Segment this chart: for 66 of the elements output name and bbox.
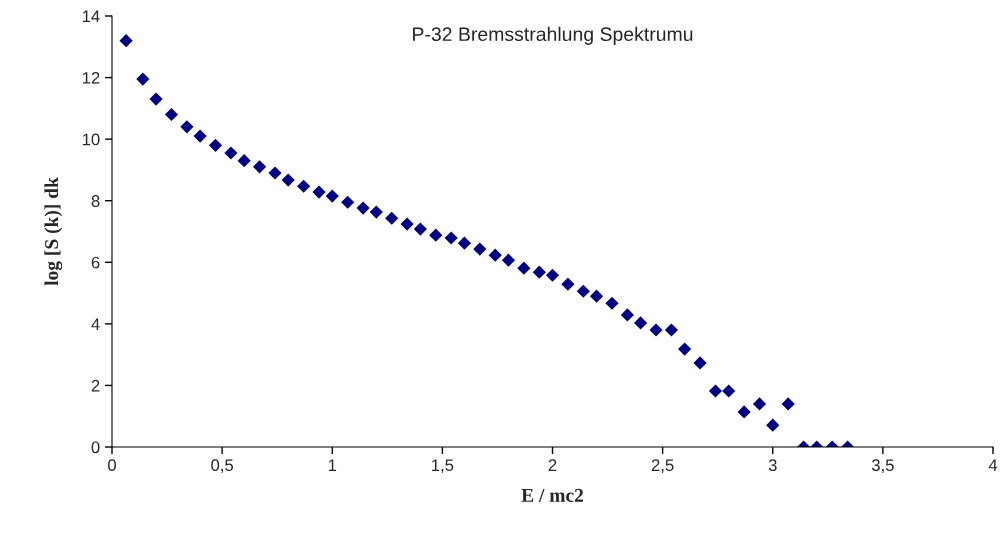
point: [252, 160, 267, 174]
point: [325, 189, 339, 203]
point: [693, 356, 707, 370]
point: [649, 323, 663, 337]
y-tick-label: 12: [82, 71, 100, 84]
point: [766, 418, 780, 432]
x-tick-label: 2,5: [651, 459, 674, 474]
point: [193, 129, 207, 143]
point: [634, 316, 648, 330]
x-tick-label: 1,5: [432, 459, 454, 474]
y-tick-label: 6: [91, 256, 100, 269]
point: [369, 205, 383, 219]
point: [237, 154, 251, 168]
y-tick-label: 10: [82, 133, 100, 146]
point: [180, 120, 194, 134]
y-tick-label: 8: [91, 195, 100, 207]
point: [119, 34, 133, 48]
point: [517, 261, 531, 275]
point: [576, 284, 590, 298]
point: [752, 397, 767, 411]
point: [605, 296, 619, 310]
point: [413, 222, 427, 236]
point: [385, 211, 399, 225]
point: [297, 179, 311, 193]
point: [429, 228, 443, 242]
point: [149, 92, 163, 106]
point: [457, 236, 471, 250]
x-tick-label: 3: [768, 459, 777, 472]
point: [532, 265, 546, 279]
x-tick-label: 2: [548, 459, 557, 471]
point: [620, 308, 634, 322]
point: [708, 384, 723, 398]
point: [224, 146, 238, 160]
y-tick-label: 14: [82, 10, 100, 23]
point: [545, 268, 560, 282]
x-tick-label: 3,5: [871, 459, 894, 474]
y-tick-label: 4: [91, 318, 100, 330]
point: [444, 231, 458, 245]
point: [737, 405, 751, 419]
y-tick-label: 2: [91, 379, 100, 392]
point: [356, 201, 370, 215]
point: [341, 195, 355, 209]
point: [589, 289, 604, 303]
point: [678, 342, 692, 356]
point: [136, 72, 150, 86]
point: [164, 107, 179, 122]
x-axis-title: E / mc2: [521, 488, 583, 502]
point: [268, 166, 282, 180]
point: [208, 138, 223, 152]
point: [400, 217, 414, 231]
point: [501, 253, 516, 267]
x-tick-label: 1: [328, 459, 337, 471]
x-tick-label: 0: [108, 459, 116, 472]
y-axis-title: log [S (k)] dk: [44, 177, 63, 286]
point: [488, 248, 502, 262]
x-tick-label: 0,5: [211, 459, 234, 474]
point: [561, 277, 575, 291]
x-tick-label: 4: [988, 459, 998, 471]
point: [781, 397, 795, 411]
text: P-32 Bremsstrahlung Spektrumu: [413, 26, 693, 45]
point: [473, 242, 487, 256]
point: [281, 173, 295, 187]
y-tick-label: 0: [91, 441, 100, 454]
point: [312, 185, 326, 199]
point: [722, 384, 736, 398]
point: [664, 323, 679, 337]
